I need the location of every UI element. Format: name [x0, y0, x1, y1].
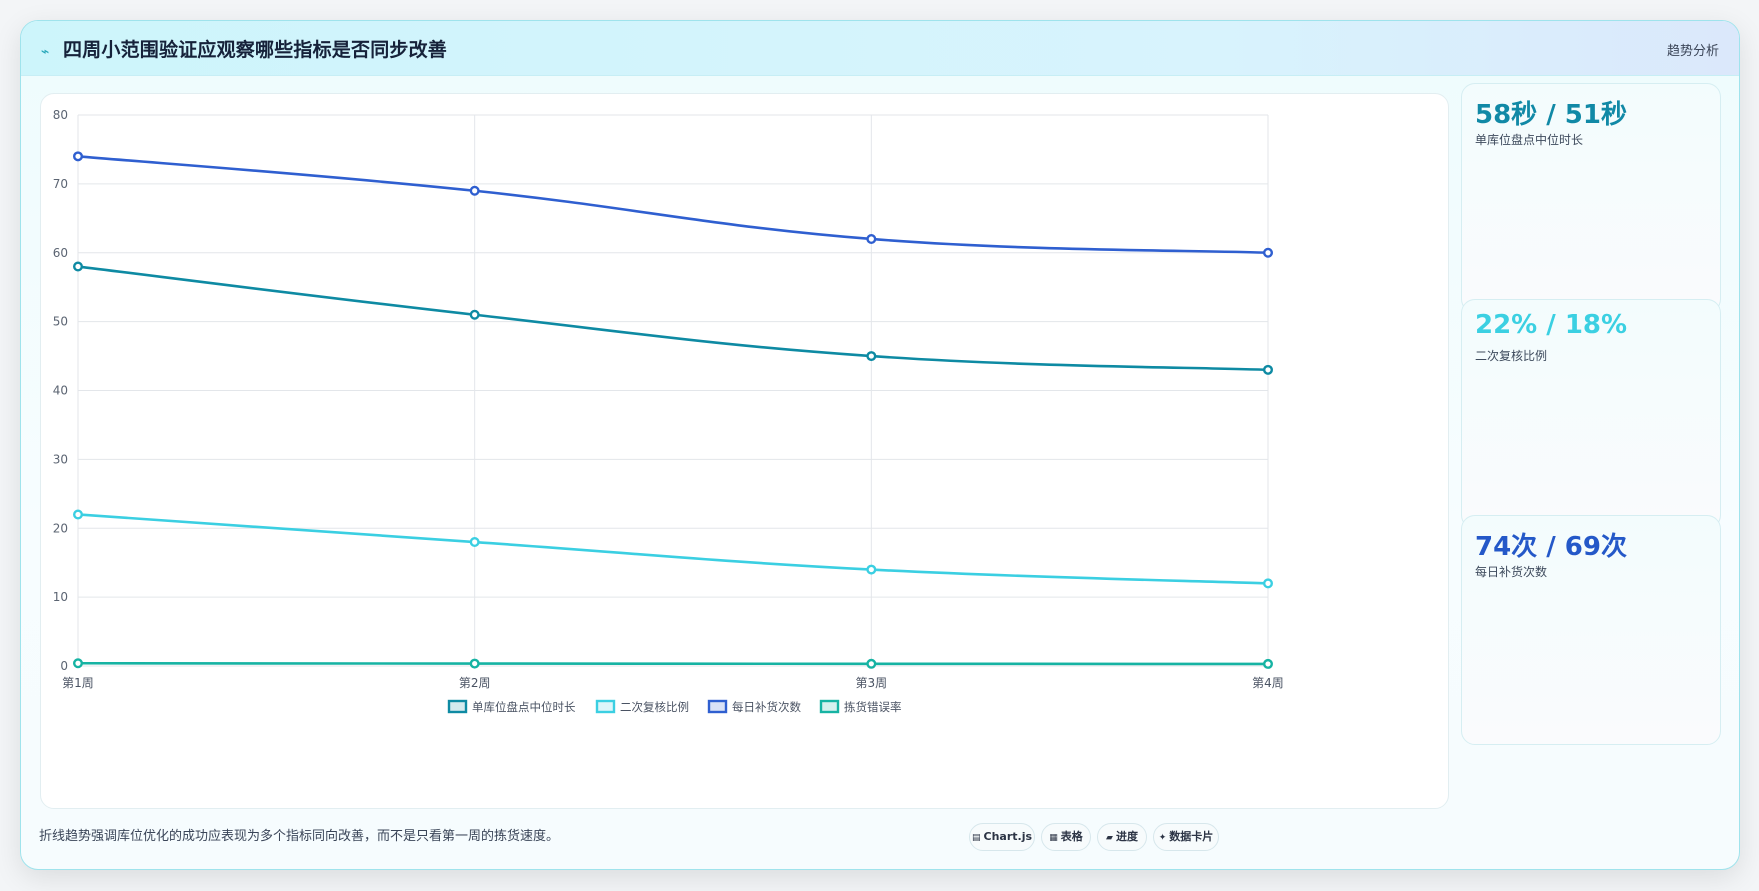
data-point: [1262, 658, 1273, 669]
button-label: 表格: [1060, 830, 1083, 843]
chart-icon: ▤: [971, 833, 981, 843]
y-tick-label: 80: [53, 108, 68, 122]
data-point: [469, 537, 480, 548]
data-point: [866, 564, 877, 575]
stat-value: 58秒 / 51秒: [1475, 100, 1627, 130]
card-header: ⌁ 四周小范围验证应观察哪些指标是否同步改善 趋势分析: [21, 21, 1739, 76]
chartjs-button[interactable]: ▤ Chart.js: [969, 823, 1035, 851]
stat-card-1: 58秒 / 51秒 单库位盘点中位时长: [1461, 83, 1721, 313]
legend-swatch: [595, 699, 616, 714]
data-card-button[interactable]: ✦ 数据卡片: [1153, 823, 1219, 851]
legend-swatch: [447, 699, 468, 714]
stat-value: 22% / 18%: [1475, 310, 1628, 340]
data-point: [1262, 247, 1273, 258]
progress-icon: ▰: [1106, 833, 1113, 843]
table-icon: ▦: [1049, 833, 1058, 843]
data-point: [73, 658, 84, 669]
x-tick-label: 第2周: [459, 676, 491, 690]
x-tick-label: 第1周: [62, 676, 94, 690]
button-label: 进度: [1115, 830, 1138, 843]
y-tick-label: 50: [53, 315, 68, 329]
y-tick-label: 30: [53, 452, 68, 466]
stat-card-3: 74次 / 69次 每日补货次数: [1461, 515, 1721, 745]
data-point: [1262, 578, 1273, 589]
button-label: Chart.js: [983, 830, 1033, 843]
legend-swatch: [819, 699, 840, 714]
stat-card-2: 22% / 18% 二次复核比例: [1461, 299, 1721, 529]
data-point: [866, 658, 877, 669]
chart-caption: 折线趋势强调库位优化的成功应表现为多个指标同向改善，而不是只看第一周的拣货速度。: [39, 829, 560, 844]
card-title: ⌁ 四周小范围验证应观察哪些指标是否同步改善: [41, 35, 447, 62]
sparkle-icon: ✦: [1158, 833, 1167, 843]
data-point: [469, 185, 480, 196]
legend-label: 二次复核比例: [620, 700, 689, 714]
series-line: [77, 155, 1269, 255]
y-tick-label: 10: [53, 590, 68, 604]
series-line: [77, 265, 1269, 372]
data-point: [469, 309, 480, 320]
data-point: [73, 509, 84, 520]
x-tick-label: 第4周: [1252, 676, 1284, 690]
legend-label: 拣货错误率: [844, 700, 902, 714]
data-point: [73, 261, 84, 272]
table-button[interactable]: ▦ 表格: [1041, 823, 1091, 851]
series-line: [77, 661, 1269, 666]
stat-label: 二次复核比例: [1475, 349, 1548, 363]
progress-button[interactable]: ▰ 进度: [1097, 823, 1147, 851]
card-title-text: 四周小范围验证应观察哪些指标是否同步改善: [63, 39, 448, 61]
chart-card: ⌁ 四周小范围验证应观察哪些指标是否同步改善 趋势分析 0 10 20 30 40 50 60…: [20, 20, 1740, 870]
y-tick-label: 60: [53, 246, 68, 260]
legend-label: 单库位盘点中位时长: [472, 700, 576, 714]
legend-label: 每日补货次数: [732, 700, 801, 714]
data-point: [866, 233, 877, 244]
header-tag: 趋势分析: [1666, 44, 1719, 59]
data-point: [73, 151, 84, 162]
lightning-icon: ⌁: [41, 44, 50, 60]
y-tick-label: 70: [53, 177, 68, 191]
series-line: [77, 513, 1269, 585]
stat-value: 74次 / 69次: [1475, 532, 1627, 562]
data-point: [866, 351, 877, 362]
button-label: 数据卡片: [1169, 830, 1214, 843]
data-point: [1262, 364, 1273, 375]
data-point: [469, 658, 480, 669]
chart-panel: 0 10 20 30 40 50 60 70 80 第1周 第2周 第3周 第4周单库位盘点中位时长 二次…: [40, 93, 1449, 809]
legend-swatch: [707, 699, 728, 714]
stat-label: 单库位盘点中位时长: [1475, 133, 1584, 147]
y-tick-label: 0: [60, 659, 68, 673]
stat-label: 每日补货次数: [1475, 565, 1548, 579]
x-tick-label: 第3周: [856, 676, 888, 690]
y-tick-label: 20: [53, 521, 68, 535]
y-tick-label: 40: [53, 384, 68, 398]
